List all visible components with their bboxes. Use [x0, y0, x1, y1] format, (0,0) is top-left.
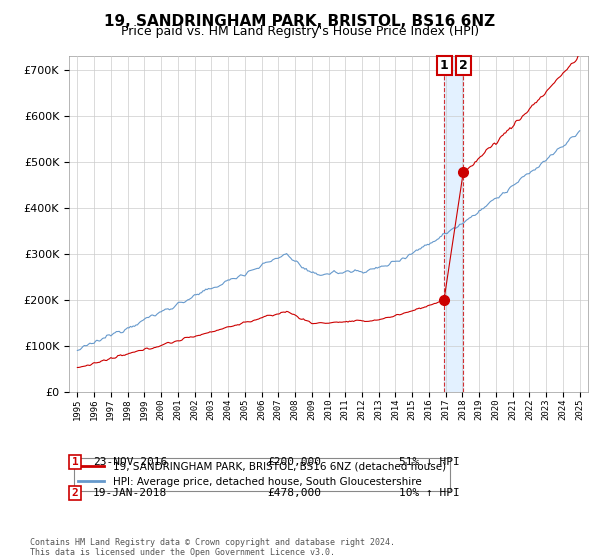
Text: Contains HM Land Registry data © Crown copyright and database right 2024.
This d: Contains HM Land Registry data © Crown c…	[30, 538, 395, 557]
Text: 19, SANDRINGHAM PARK, BRISTOL, BS16 6NZ: 19, SANDRINGHAM PARK, BRISTOL, BS16 6NZ	[104, 14, 496, 29]
Legend: 19, SANDRINGHAM PARK, BRISTOL, BS16 6NZ (detached house), HPI: Average price, de: 19, SANDRINGHAM PARK, BRISTOL, BS16 6NZ …	[74, 458, 450, 491]
Text: 51% ↓ HPI: 51% ↓ HPI	[399, 457, 460, 467]
Text: 10% ↑ HPI: 10% ↑ HPI	[399, 488, 460, 498]
Text: 1: 1	[71, 457, 79, 467]
Bar	[444, 56, 463, 392]
Text: £478,000: £478,000	[267, 488, 321, 498]
Text: 2: 2	[71, 488, 79, 498]
Text: Price paid vs. HM Land Registry's House Price Index (HPI): Price paid vs. HM Land Registry's House …	[121, 25, 479, 38]
Text: 19-JAN-2018: 19-JAN-2018	[93, 488, 167, 498]
Text: 23-NOV-2016: 23-NOV-2016	[93, 457, 167, 467]
Text: 1: 1	[440, 59, 448, 72]
Text: £200,000: £200,000	[267, 457, 321, 467]
Text: 2: 2	[459, 59, 467, 72]
